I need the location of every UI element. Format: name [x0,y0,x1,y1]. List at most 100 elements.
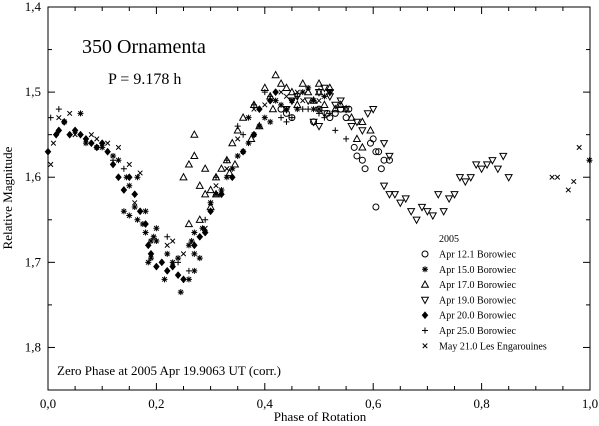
data-point-diamond-filled [142,220,149,229]
x-tick-label: 0,0 [40,396,56,411]
data-point-asterisk [316,106,322,113]
data-point-asterisk [188,238,195,245]
data-point-plus [332,127,339,134]
data-point-triangle-down-open [390,191,400,199]
data-point-plus [343,135,350,142]
data-point-diamond-filled [228,173,236,182]
data-point-diamond-filled [88,139,95,148]
data-point-asterisk [131,204,138,211]
data-point-triangle-down-open [444,195,454,204]
data-point-cross [422,343,428,349]
data-point-diamond-filled [55,126,63,135]
data-point-asterisk [99,144,106,151]
data-point-circle-open [353,152,361,160]
data-point-triangle-down-open [423,208,432,216]
data-point-triangle-up-open [366,125,375,134]
legend-label: May 21.0 Les Engarouines [439,341,547,352]
data-point-triangle-down-open [420,296,430,305]
data-point-plus [261,89,268,96]
data-point-triangle-down-open [331,101,340,110]
data-point-triangle-up-open [276,78,286,87]
data-point-asterisk [223,174,230,181]
data-point-asterisk [321,93,328,100]
data-point-cross [571,178,577,185]
data-point-triangle-down-open [396,199,405,208]
data-point-triangle-down-open [417,203,427,212]
data-point-triangle-up-open [268,104,278,113]
legend-label: Apr 12.1 Borowiec [439,250,516,261]
data-point-asterisk [199,225,206,232]
data-point-triangle-up-open [282,83,291,91]
data-point-diamond-filled [109,160,117,169]
data-point-diamond-filled [218,190,225,199]
data-point-asterisk [185,242,192,249]
data-point-cross [278,89,284,95]
data-point-asterisk [161,276,168,283]
data-point-triangle-down-open [455,174,465,182]
data-point-plus [99,140,106,147]
data-point-triangle-down-open [358,127,367,136]
data-point-plus [267,93,274,100]
data-point-triangle-up-open [293,100,302,108]
data-point-cross [67,110,73,117]
data-point-asterisk [126,212,133,219]
data-point-diamond-filled [174,271,182,280]
data-point-plus [175,259,182,266]
data-point-diamond-filled [169,262,176,271]
data-point-asterisk [294,106,301,113]
data-point-plus [164,233,171,240]
data-point-asterisk [145,259,152,266]
data-point-cross [50,140,57,146]
data-point-cross [56,114,62,121]
x-tick-label: 0,8 [473,396,489,411]
data-point-triangle-down-open [314,123,324,131]
data-point-triangle-up-open [271,70,280,79]
data-point-triangle-down-open [385,152,394,161]
data-point-triangle-down-open [309,118,318,127]
data-point-asterisk [267,118,274,125]
data-point-triangle-up-open [238,113,248,121]
data-point-diamond-filled [125,173,133,182]
data-point-diamond-filled [153,262,160,271]
data-point-cross [180,251,187,257]
data-point-circle-open [361,165,369,173]
data-point-asterisk [326,89,333,96]
data-point-triangle-down-open [482,161,492,170]
data-point-cross [142,208,149,214]
data-point-triangle-up-open [184,219,194,228]
legend-label: Apr 25.0 Borowiec [439,326,516,337]
data-point-triangle-down-open [488,157,497,165]
legend-label: Apr 19.0 Borowiec [439,295,516,306]
data-point-asterisk [147,238,154,245]
data-point-asterisk [234,152,241,159]
data-point-cross [251,106,257,112]
chart-subtitle: P = 9.178 h [108,71,181,88]
data-point-triangle-down-open [477,165,486,174]
data-point-asterisk [283,106,290,113]
data-point-triangle-up-open [247,134,256,143]
data-point-asterisk [310,97,317,104]
data-point-triangle-up-open [287,87,297,96]
data-point-triangle-up-open [314,78,324,87]
data-point-cross [126,161,132,168]
data-point-triangle-up-open [217,164,226,172]
data-point-plus [131,191,138,198]
data-point-triangle-up-open [190,130,199,138]
data-point-triangle-down-open [320,110,329,119]
data-point-diamond-filled [207,207,214,216]
data-point-triangle-down-open [303,97,313,106]
data-point-cross [224,166,230,172]
data-point-asterisk [196,255,203,262]
data-point-cross [554,174,561,180]
data-point-triangle-down-open [341,106,351,114]
footnote: Zero Phase at 2005 Apr 19.9063 UT (corr.… [57,363,281,378]
data-point-diamond-filled [163,266,171,275]
data-point-cross [115,144,122,151]
data-point-asterisk [245,140,252,147]
data-point-triangle-up-open [200,189,210,198]
x-tick-labels: 0,0 0,2 0,4 0,6 0,8 1,0 [40,396,598,411]
data-point-triangle-up-open [352,134,362,143]
legend-label: Apr 17.0 Borowiec [439,280,516,291]
data-point-triangle-up-open [195,215,205,223]
